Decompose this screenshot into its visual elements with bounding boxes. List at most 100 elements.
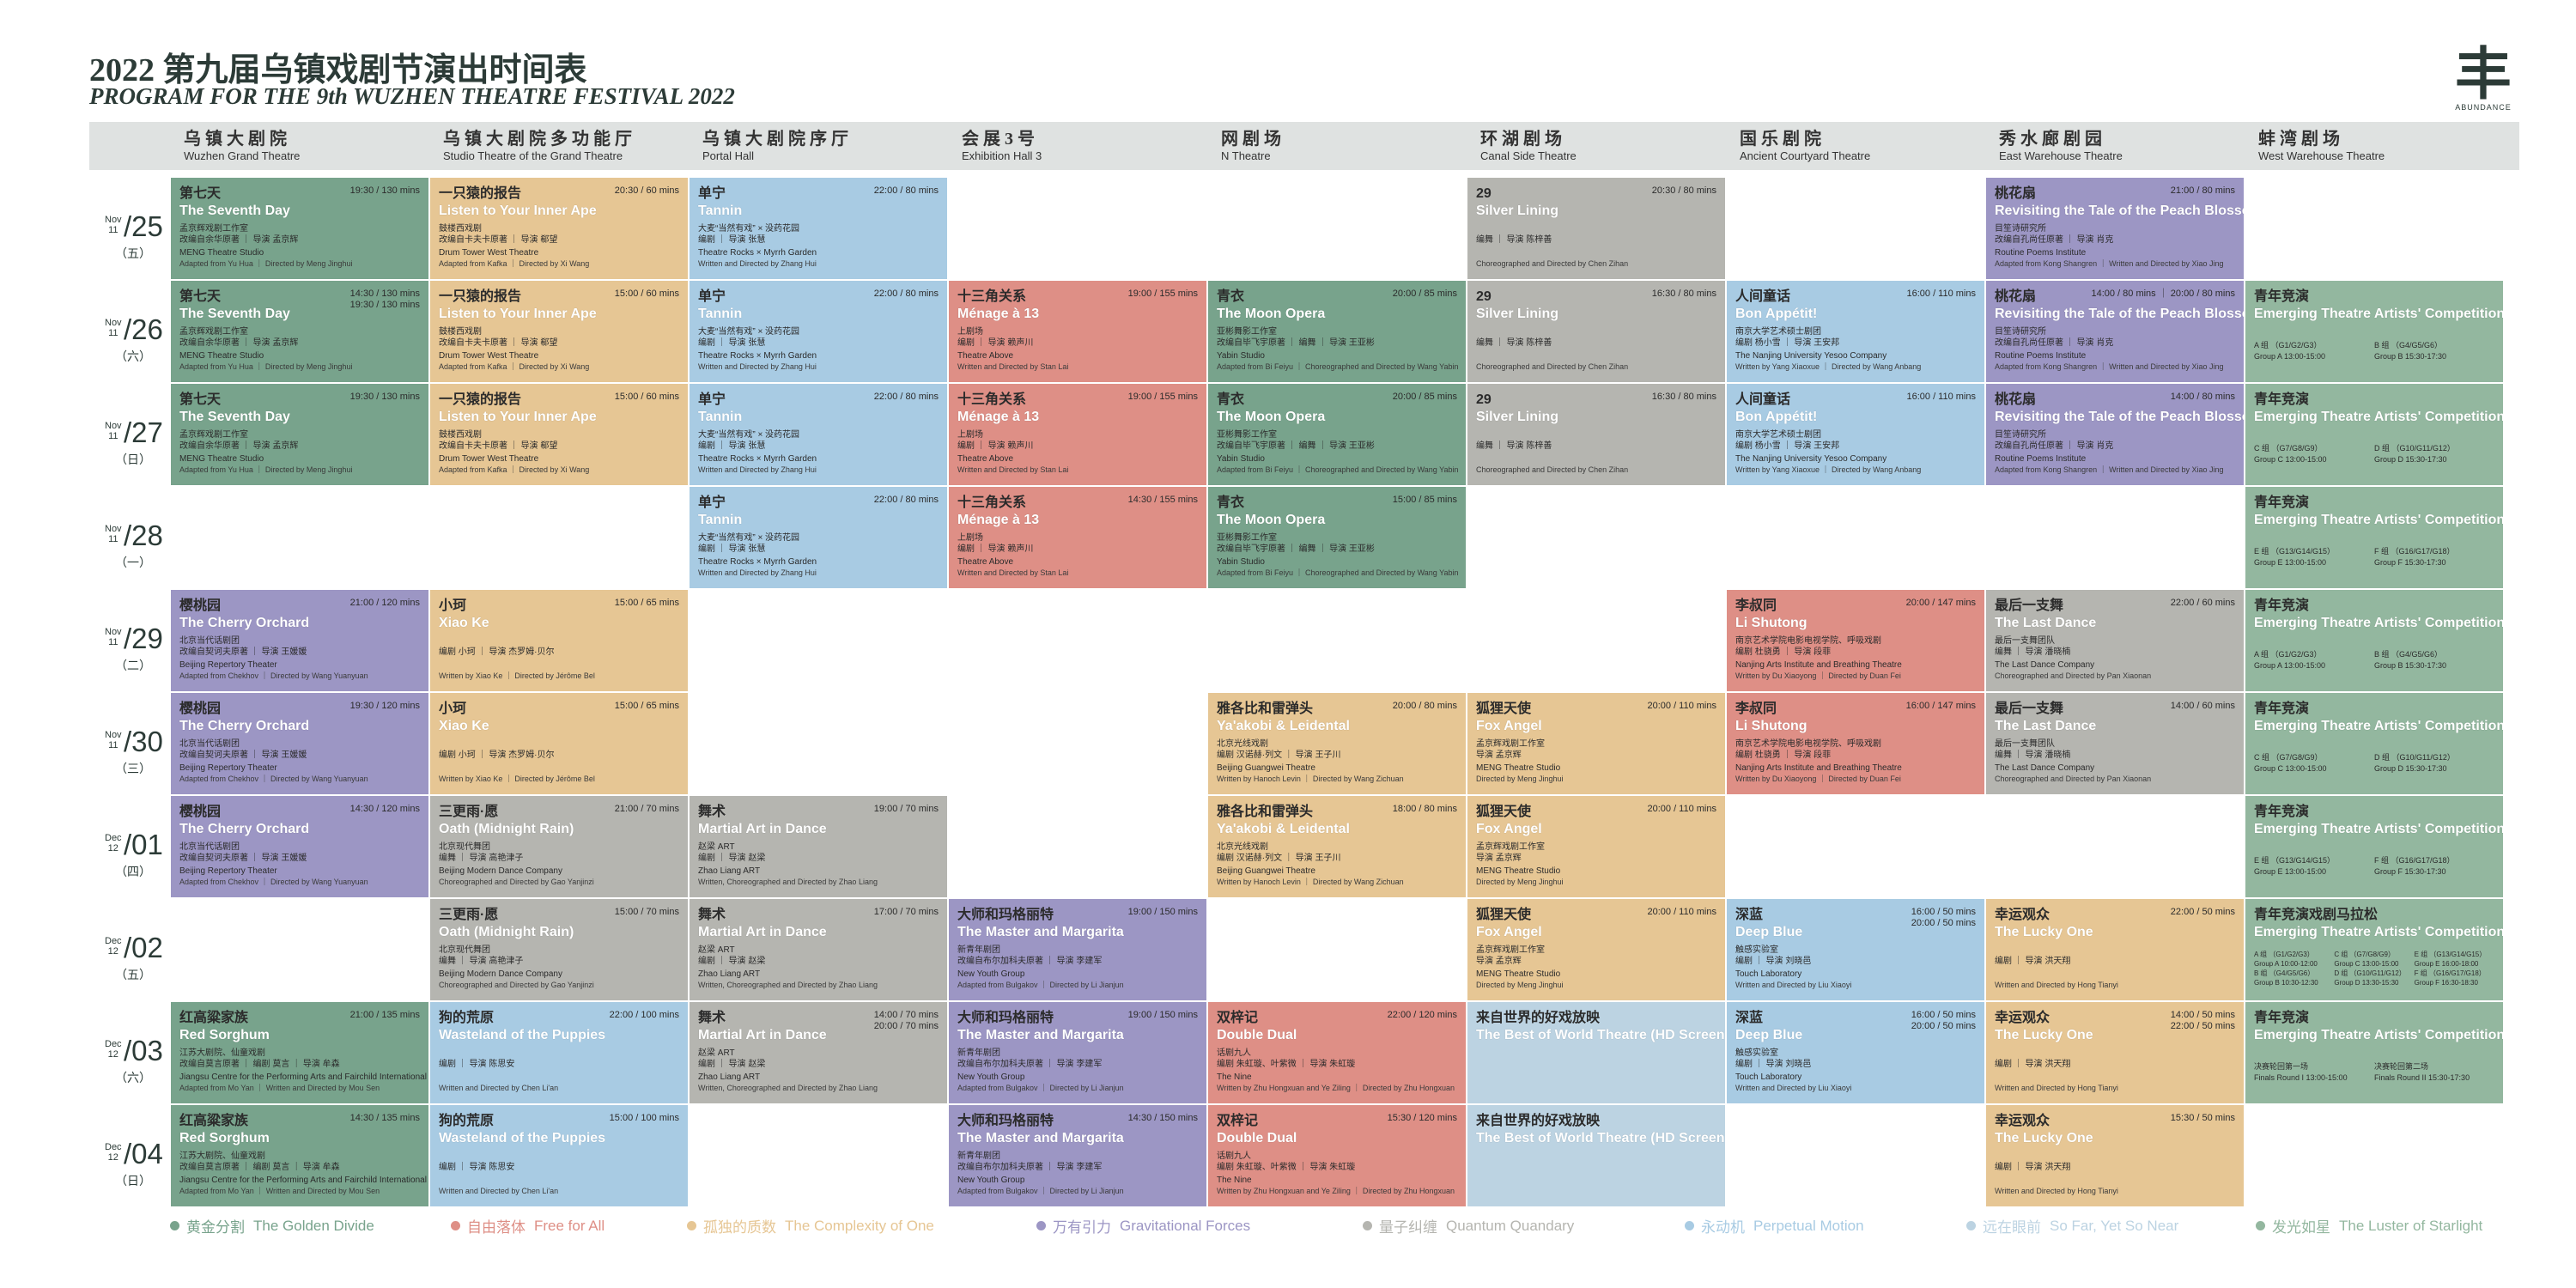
show-block[interactable]: 幸运观众 The Lucky One 14:00 / 50 mins 22:00 / … (1986, 1002, 2244, 1103)
show-block[interactable]: 幸运观众 The Lucky One 15:30 / 50 mins 编剧 ｜ 导演… (1986, 1105, 2244, 1206)
show-company-en: Routine Poems Institute (1995, 248, 2087, 258)
venue-name-en: East Warehouse Theatre (1999, 149, 2123, 162)
show-block[interactable]: 桃花扇 Revisiting the Tale of the Peach Blos… (1986, 384, 2244, 485)
show-block[interactable]: 狗的荒原 Wasteland of the Puppies 22:00 / 100 … (430, 1002, 688, 1103)
show-block[interactable]: 李叔同 Li Shutong 20:00 / 147 mins 南京艺术学院电影电视学… (1727, 590, 1984, 691)
show-block[interactable]: 单宁 Tannin 22:00 / 80 mins 大麦“当然有戏” × 没药花园 编剧… (690, 384, 947, 485)
show-block[interactable]: 舞术 Martial Art in Dance 19:00 / 70 mins 赵梁 … (690, 796, 947, 897)
show-credits-cn: 导演 孟京辉 (1476, 750, 1522, 760)
show-block[interactable]: 樱桃园 The Cherry Orchard 21:00 / 120 mins 北京当… (171, 590, 428, 691)
show-credits-cn: 编剧 汉诺赫·列文 ｜ 导演 王子川 (1217, 854, 1341, 863)
show-block[interactable]: 最后一支舞 The Last Dance 14:00 / 60 mins 最后一支舞团… (1986, 693, 2244, 794)
show-block[interactable]: 一只猿的报告 Listen to Your Inner Ape 15:00 / 60… (430, 281, 688, 382)
legend-label-en: The Golden Divide (253, 1217, 374, 1234)
show-block[interactable]: 青衣 The Moon Opera 15:00 / 85 mins 亚彬舞影工作室 改编… (1208, 487, 1466, 588)
show-company-en: MENG Theatre Studio (1476, 763, 1561, 773)
show-time: 20:00 / 147 mins (1905, 598, 1976, 608)
show-block[interactable]: 青衣 The Moon Opera 20:00 / 85 mins 亚彬舞影工作室 改编… (1208, 384, 1466, 485)
show-block[interactable]: 桃花扇 Revisiting the Tale of the Peach Blos… (1986, 281, 2244, 382)
show-block[interactable]: 桃花扇 Revisiting the Tale of the Peach Blos… (1986, 178, 2244, 279)
show-block[interactable]: 狐狸天使 Fox Angel 20:00 / 110 mins 孟京辉戏剧工作室 导演 … (1467, 899, 1725, 1000)
show-block[interactable]: 雅各比和雷弹头 Ya'akobi & Leidental 18:00 / 80 mi… (1208, 796, 1466, 897)
show-block[interactable]: 十三角关系 Ménage à 13 19:00 / 155 mins 上剧场 编剧 ｜ … (949, 384, 1206, 485)
show-block[interactable]: 双梓记 Double Dual 22:00 / 120 mins 话剧九人 编剧 朱虹璇… (1208, 1002, 1466, 1103)
show-block[interactable]: 幸运观众 The Lucky One 22:00 / 50 mins 编剧 ｜ 导演… (1986, 899, 2244, 1000)
show-block[interactable]: 第七天 The Seventh Day 14:30 / 130 mins 19:30 … (171, 281, 428, 382)
show-block[interactable]: 深蓝 Deep Blue 16:00 / 50 mins 20:00 / 50 min… (1727, 899, 1984, 1000)
show-credits-en: Written and Directed by Chen Li'an (439, 1084, 559, 1092)
show-block[interactable]: 29 Silver Lining 16:30 / 80 mins 编舞 ｜ 导演 陈… (1467, 281, 1725, 382)
show-block[interactable]: 青年竞演 Emerging Theatre Artists' Competitio… (2245, 384, 2503, 485)
show-block[interactable]: 樱桃园 The Cherry Orchard 19:30 / 120 mins 北京当… (171, 693, 428, 794)
show-block[interactable]: 三更雨·愿 Oath (Midnight Rain) 21:00 / 70 mins… (430, 796, 688, 897)
show-company-cn: 亚彬舞影工作室 (1217, 533, 1277, 543)
show-block[interactable]: 雅各比和雷弹头 Ya'akobi & Leidental 20:00 / 80 mi… (1208, 693, 1466, 794)
venue-header-bar (89, 122, 2519, 170)
show-block[interactable]: 单宁 Tannin 22:00 / 80 mins 大麦“当然有戏” × 没药花园 编剧… (690, 178, 947, 279)
show-block[interactable]: 青年竞演 Emerging Theatre Artists' Competitio… (2245, 281, 2503, 382)
show-block[interactable]: 舞术 Martial Art in Dance 17:00 / 70 mins 赵梁 … (690, 899, 947, 1000)
show-title-cn: 29 (1476, 186, 1492, 201)
show-company-en: Beijing Modern Dance Company (439, 866, 562, 876)
show-block[interactable]: 狐狸天使 Fox Angel 20:00 / 110 mins 孟京辉戏剧工作室 导演 … (1467, 693, 1725, 794)
show-credits-en: Adapted from Kafka ｜ Directed by Xi Wang (439, 259, 590, 268)
show-block[interactable]: 三更雨·愿 Oath (Midnight Rain) 15:00 / 70 mins… (430, 899, 688, 1000)
show-company-en (1995, 1072, 2235, 1083)
show-block[interactable]: 青年竞演 Emerging Theatre Artists' Competitio… (2245, 487, 2503, 588)
show-block[interactable]: 一只猿的报告 Listen to Your Inner Ape 20:30 / 60… (430, 178, 688, 279)
group-info: Group B 15:30-17:30 (2374, 352, 2447, 361)
show-block[interactable]: 李叔同 Li Shutong 16:00 / 147 mins 南京艺术学院电影电视学… (1727, 693, 1984, 794)
show-block[interactable]: 大师和玛格丽特 The Master and Margarita 19:00 / 1… (949, 899, 1206, 1000)
show-block[interactable]: 第七天 The Seventh Day 19:30 / 130 mins 孟京辉戏剧工… (171, 384, 428, 485)
show-block[interactable]: 小珂 Xiao Ke 15:00 / 65 mins 编剧 小珂 ｜ 导演 杰罗姆·… (430, 693, 688, 794)
show-block[interactable]: 青年竞演 Emerging Theatre Artists' Competitio… (2245, 1002, 2503, 1103)
show-time: 18:00 / 80 mins (1392, 804, 1457, 814)
show-title-en: Xiao Ke (439, 616, 489, 630)
show-block[interactable]: 红高粱家族 Red Sorghum 21:00 / 135 mins 江苏大剧院、仙童… (171, 1002, 428, 1103)
show-block[interactable]: 青年竞演 Emerging Theatre Artists' Competitio… (2245, 590, 2503, 691)
show-block[interactable]: 青衣 The Moon Opera 20:00 / 85 mins 亚彬舞影工作室 改编… (1208, 281, 1466, 382)
show-time: 15:00 / 100 mins (609, 1113, 679, 1123)
show-block[interactable]: 29 Silver Lining 16:30 / 80 mins 编舞 ｜ 导演 陈… (1467, 384, 1725, 485)
show-block[interactable]: 深蓝 Deep Blue 16:00 / 50 mins 20:00 / 50 min… (1727, 1002, 1984, 1103)
show-block[interactable]: 大师和玛格丽特 The Master and Margarita 14:30 / 1… (949, 1105, 1206, 1206)
show-block[interactable]: 单宁 Tannin 22:00 / 80 mins 大麦“当然有戏” × 没药花园 编剧… (690, 281, 947, 382)
legend-label-cn: 永动机 (1701, 1219, 1745, 1236)
show-time: 22:00 / 80 mins (873, 185, 939, 196)
show-block[interactable]: 29 Silver Lining 20:30 / 80 mins 编舞 ｜ 导演 陈… (1467, 178, 1725, 279)
date-month: Nov 11 (105, 730, 122, 750)
group-info: F 组 （G16/G17/G18） (2374, 547, 2455, 556)
show-title-cn: 李叔同 (1735, 702, 1777, 716)
show-block[interactable]: 一只猿的报告 Listen to Your Inner Ape 15:00 / 60… (430, 384, 688, 485)
show-time: 17:00 / 70 mins (873, 907, 939, 917)
show-credits-cn: 编剧 ｜ 导演 张慧 (698, 235, 766, 245)
show-company-en: The Nine (1217, 1072, 1252, 1082)
show-block[interactable]: 人间童话 Bon Appétit! 16:00 / 110 mins 南京大学艺术硕士… (1727, 281, 1984, 382)
show-block[interactable]: 来自世界的好戏放映 The Best of World Theatre (HD S… (1467, 1105, 1725, 1206)
show-block[interactable]: 狐狸天使 Fox Angel 20:00 / 110 mins 孟京辉戏剧工作室 导演 … (1467, 796, 1725, 897)
show-title-cn: 小珂 (439, 702, 467, 716)
show-block[interactable]: 第七天 The Seventh Day 19:30 / 130 mins 孟京辉戏剧工… (171, 178, 428, 279)
show-company-cn (1995, 1151, 2235, 1162)
show-block[interactable]: 狗的荒原 Wasteland of the Puppies 15:00 / 100 … (430, 1105, 688, 1206)
legend-dot (1036, 1221, 1046, 1230)
show-block[interactable]: 舞术 Martial Art in Dance 14:00 / 70 mins 20:… (690, 1002, 947, 1103)
page-title-en: PROGRAM FOR THE 9th WUZHEN THEATRE FESTI… (89, 83, 735, 109)
show-block[interactable]: 十三角关系 Ménage à 13 14:30 / 155 mins 上剧场 编剧 ｜ … (949, 487, 1206, 588)
show-block[interactable]: 人间童话 Bon Appétit! 16:00 / 110 mins 南京大学艺术硕士… (1727, 384, 1984, 485)
show-block[interactable]: 来自世界的好戏放映 The Best of World Theatre (HD S… (1467, 1002, 1725, 1103)
show-credits-cn: 编剧 汉诺赫·列文 ｜ 导演 王子川 (1217, 750, 1341, 760)
show-block[interactable]: 单宁 Tannin 22:00 / 80 mins 大麦“当然有戏” × 没药花园 编剧… (690, 487, 947, 588)
show-block[interactable]: 十三角关系 Ménage à 13 19:00 / 155 mins 上剧场 编剧 ｜ … (949, 281, 1206, 382)
show-block[interactable]: 青年竞演戏剧马拉松 Emerging Theatre Artists' Compe… (2245, 899, 2503, 1000)
show-block[interactable]: 双梓记 Double Dual 15:30 / 120 mins 话剧九人 编剧 朱虹璇… (1208, 1105, 1466, 1206)
show-block[interactable]: 樱桃园 The Cherry Orchard 14:30 / 120 mins 北京当… (171, 796, 428, 897)
show-block[interactable]: 青年竞演 Emerging Theatre Artists' Competitio… (2245, 796, 2503, 897)
show-block[interactable]: 大师和玛格丽特 The Master and Margarita 19:00 / 1… (949, 1002, 1206, 1103)
show-block[interactable]: 最后一支舞 The Last Dance 22:00 / 60 mins 最后一支舞团… (1986, 590, 2244, 691)
show-block[interactable]: 小珂 Xiao Ke 15:00 / 65 mins 编剧 小珂 ｜ 导演 杰罗姆·… (430, 590, 688, 691)
show-title-en: Emerging Theatre Artists' Competition (2254, 719, 2503, 733)
show-block[interactable]: 红高粱家族 Red Sorghum 14:30 / 135 mins 江苏大剧院、仙童… (171, 1105, 428, 1206)
show-block[interactable]: 青年竞演 Emerging Theatre Artists' Competitio… (2245, 693, 2503, 794)
show-title-cn: 幸运观众 (1995, 1011, 2050, 1025)
